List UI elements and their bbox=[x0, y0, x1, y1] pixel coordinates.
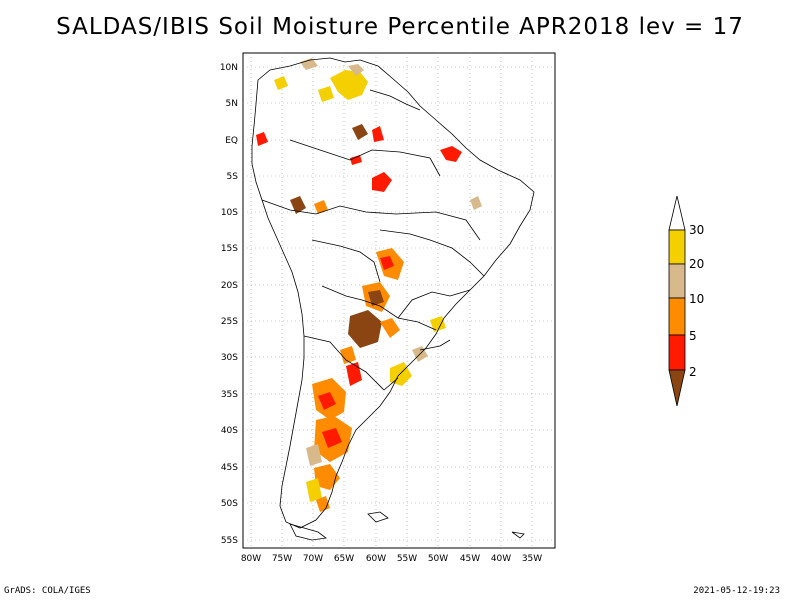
lat-tick: 5S bbox=[227, 172, 239, 182]
legend-swatch-10-20 bbox=[668, 263, 686, 299]
percentile-patches bbox=[256, 58, 482, 512]
color-legend bbox=[668, 195, 686, 407]
lon-tick: 50W bbox=[428, 554, 448, 564]
legend-label: 10 bbox=[689, 292, 704, 306]
lat-tick: 45S bbox=[221, 463, 238, 473]
lon-tick: 75W bbox=[272, 554, 292, 564]
legend-swatch-5-10 bbox=[668, 297, 686, 336]
lat-tick: 40S bbox=[221, 426, 238, 436]
lon-tick: 40W bbox=[491, 554, 511, 564]
lon-tick: 45W bbox=[460, 554, 480, 564]
lat-tick: 20S bbox=[221, 281, 238, 291]
lat-tick: 15S bbox=[221, 244, 238, 254]
footer-credit: GrADS: COLA/IGES bbox=[4, 586, 91, 596]
lat-tick: 30S bbox=[221, 353, 238, 363]
longitude-ticks: 80W 75W 70W 65W 60W 55W 50W 45W 40W 35W bbox=[241, 554, 542, 564]
lon-tick: 55W bbox=[397, 554, 417, 564]
lat-tick: 55S bbox=[221, 536, 238, 546]
legend-label: 20 bbox=[689, 257, 704, 271]
legend-swatch-20-30 bbox=[668, 229, 686, 265]
lon-tick: 60W bbox=[366, 554, 386, 564]
legend-label: 2 bbox=[689, 365, 697, 379]
latitude-ticks: 10N 5N EQ 5S 10S 15S 20S 25S 30S 35S 40S… bbox=[220, 63, 238, 546]
legend-cap-top bbox=[668, 195, 686, 231]
country-outlines bbox=[251, 57, 535, 529]
lat-tick: EQ bbox=[225, 136, 238, 146]
footer-timestamp: 2021-05-12-19:23 bbox=[693, 586, 780, 596]
lat-tick: 10N bbox=[220, 63, 238, 73]
map-frame bbox=[242, 52, 556, 549]
legend-label: 30 bbox=[689, 223, 704, 237]
lat-tick: 50S bbox=[221, 499, 238, 509]
lon-tick: 80W bbox=[241, 554, 261, 564]
lat-tick: 10S bbox=[221, 208, 238, 218]
lat-tick: 35S bbox=[221, 390, 238, 400]
grid-lines bbox=[243, 53, 555, 548]
lat-tick: 25S bbox=[221, 317, 238, 327]
lon-tick: 65W bbox=[334, 554, 354, 564]
legend-swatch-2-5 bbox=[668, 334, 686, 371]
map-title: SALDAS/IBIS Soil Moisture Percentile APR… bbox=[56, 14, 744, 40]
legend-label: 5 bbox=[689, 329, 697, 343]
lat-tick: 5N bbox=[226, 99, 238, 109]
legend-cap-bottom bbox=[668, 369, 686, 407]
southern-islands bbox=[289, 511, 525, 541]
legend-labels: 30 20 10 5 2 bbox=[689, 223, 704, 379]
lon-tick: 70W bbox=[303, 554, 323, 564]
lon-tick: 35W bbox=[522, 554, 542, 564]
